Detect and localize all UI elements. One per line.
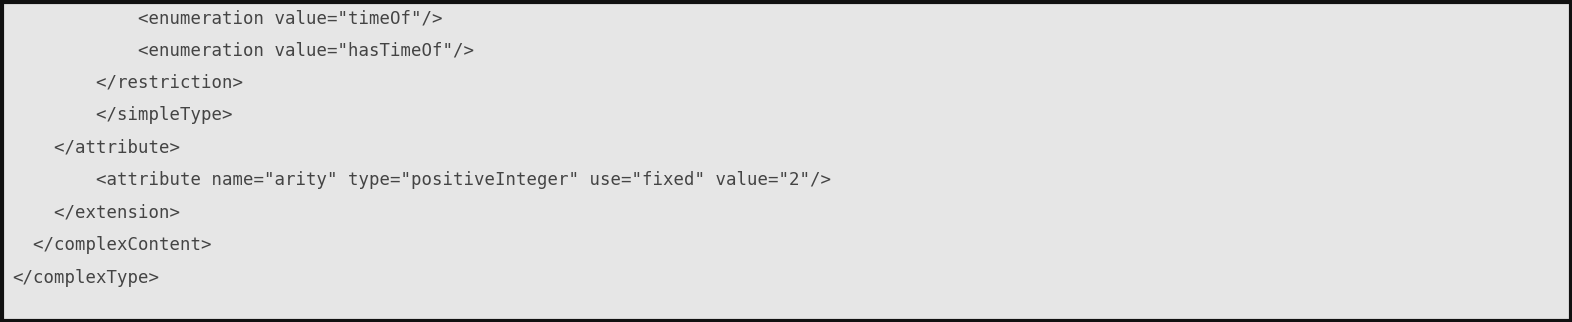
Text: </attribute>: </attribute> (13, 139, 181, 157)
Text: <enumeration value="timeOf"/>: <enumeration value="timeOf"/> (13, 9, 442, 27)
Text: <enumeration value="hasTimeOf"/>: <enumeration value="hasTimeOf"/> (13, 42, 475, 60)
Text: </extension>: </extension> (13, 204, 181, 222)
Text: </complexContent>: </complexContent> (13, 236, 212, 254)
Text: </complexType>: </complexType> (13, 269, 159, 287)
Text: <attribute name="arity" type="positiveInteger" use="fixed" value="2"/>: <attribute name="arity" type="positiveIn… (13, 171, 832, 189)
Text: </restriction>: </restriction> (13, 74, 244, 92)
Text: </simpleType>: </simpleType> (13, 106, 233, 124)
